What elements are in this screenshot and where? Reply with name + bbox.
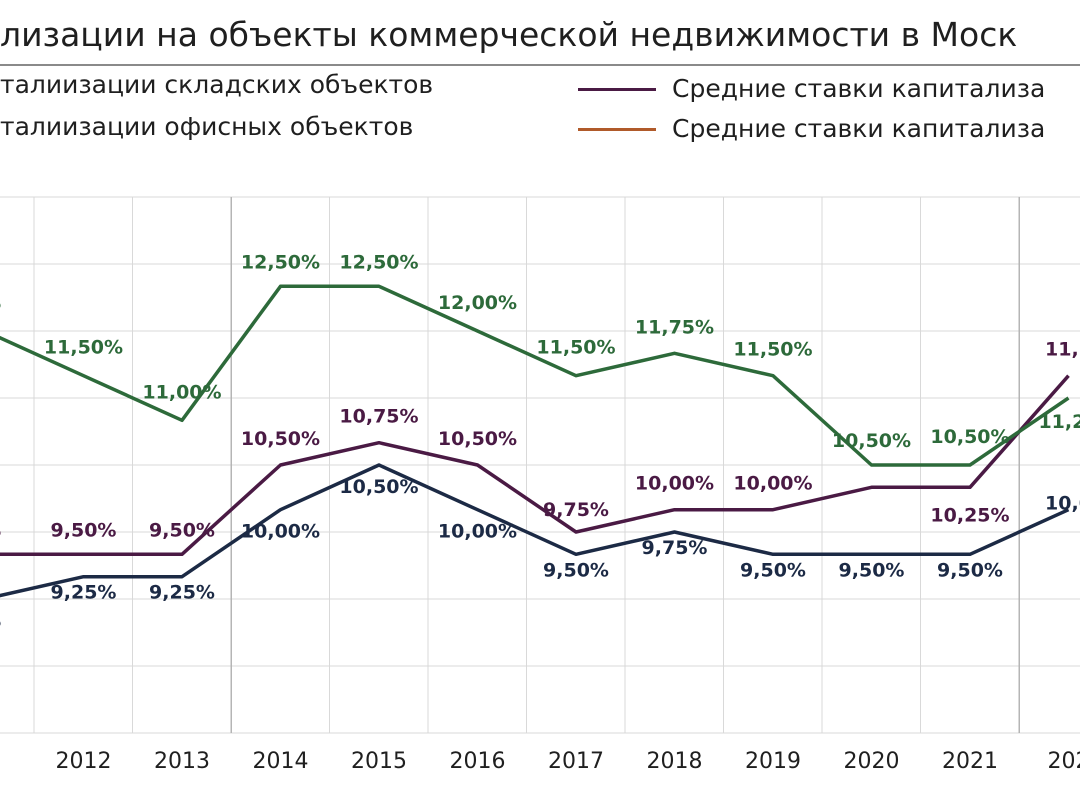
data-label: 9,50% <box>740 559 806 581</box>
x-tick-label: 2019 <box>745 749 801 774</box>
chart-grid <box>0 196 1080 734</box>
data-label: 9,75% <box>543 499 609 521</box>
chart-series-lines <box>0 284 1070 598</box>
legend-label-warehouse: талиизации складских объектов <box>0 70 434 99</box>
data-label: 9,25% <box>51 582 117 604</box>
x-tick-label: 2021 <box>942 749 998 774</box>
legend-entry-avg-2: Средние ставки капитализа <box>672 112 1045 146</box>
data-label: 0% <box>0 292 1 314</box>
data-label: 11,25 <box>1038 411 1080 433</box>
x-tick-label: 2017 <box>548 749 604 774</box>
legend-entry-avg-1: Средние ставки капитализа <box>672 72 1045 106</box>
chart-data-labels: 0%9,50%9,50%10,50%10,75%10,50%9,75%10,00… <box>0 251 1080 632</box>
data-label: 10,50% <box>930 426 1009 448</box>
data-label: 0% <box>0 610 1 632</box>
data-label: 9,50% <box>839 559 905 581</box>
x-tick-label: 202 <box>1048 749 1080 774</box>
x-tick-label: 2014 <box>253 749 309 774</box>
data-label: 11,5 <box>1045 339 1080 361</box>
data-label: 11,75% <box>635 316 714 338</box>
data-label: 9,50% <box>51 519 117 541</box>
x-tick-label: 2013 <box>154 749 210 774</box>
legend-label-office: талиизации офисных объектов <box>0 112 414 141</box>
data-label: 9,75% <box>642 537 708 559</box>
data-label: 9,50% <box>543 559 609 581</box>
x-tick-label: 2018 <box>647 749 703 774</box>
data-label: 10,0 <box>1045 493 1080 515</box>
data-label: 9,50% <box>149 519 215 541</box>
series-line-2 <box>0 463 1070 598</box>
data-label: 12,50% <box>339 251 418 273</box>
series-line-1 <box>0 374 1070 557</box>
data-label: 12,00% <box>438 292 517 314</box>
legend-swatch-orange <box>578 128 656 131</box>
data-label: 10,50% <box>832 430 911 452</box>
chart-title: лизации на объекты коммерческой недвижим… <box>0 15 1018 54</box>
data-label: 9,50% <box>937 559 1003 581</box>
x-tick-label: 2016 <box>450 749 506 774</box>
legend-entry-warehouse: талиизации складских объектов <box>0 68 433 102</box>
data-label: 12,50% <box>241 251 320 273</box>
data-label: 10,25% <box>930 504 1009 526</box>
data-label: 10,75% <box>339 406 418 428</box>
data-label: 11,50% <box>733 339 812 361</box>
chart-x-axis: 1201220132014201520162017201820192020202… <box>56 749 1080 774</box>
title-divider <box>0 64 1080 66</box>
legend-swatch-maroon <box>578 88 656 91</box>
legend-label-avg-2: Средние ставки капитализа <box>672 114 1046 143</box>
data-label: 10,00% <box>438 521 517 543</box>
data-label: 10,50% <box>241 428 320 450</box>
x-tick-label: 2015 <box>351 749 407 774</box>
data-label: 11,00% <box>142 381 221 403</box>
x-tick-label: 2012 <box>56 749 112 774</box>
data-label: 10,00% <box>733 473 812 495</box>
data-label: 10,00% <box>241 521 320 543</box>
data-label: 10,50% <box>339 476 418 498</box>
legend-entry-office: талиизации офисных объектов <box>0 110 413 144</box>
legend-label-avg-1: Средние ставки капитализа <box>672 74 1046 103</box>
data-label: 10,50% <box>438 428 517 450</box>
data-label: 9,25% <box>149 582 215 604</box>
data-label: 11,50% <box>44 337 123 359</box>
x-tick-label: 2020 <box>844 749 900 774</box>
data-label: 11,50% <box>536 337 615 359</box>
data-label: 10,00% <box>635 473 714 495</box>
data-label: 0% <box>0 519 1 541</box>
series-line-3 <box>0 284 1070 467</box>
